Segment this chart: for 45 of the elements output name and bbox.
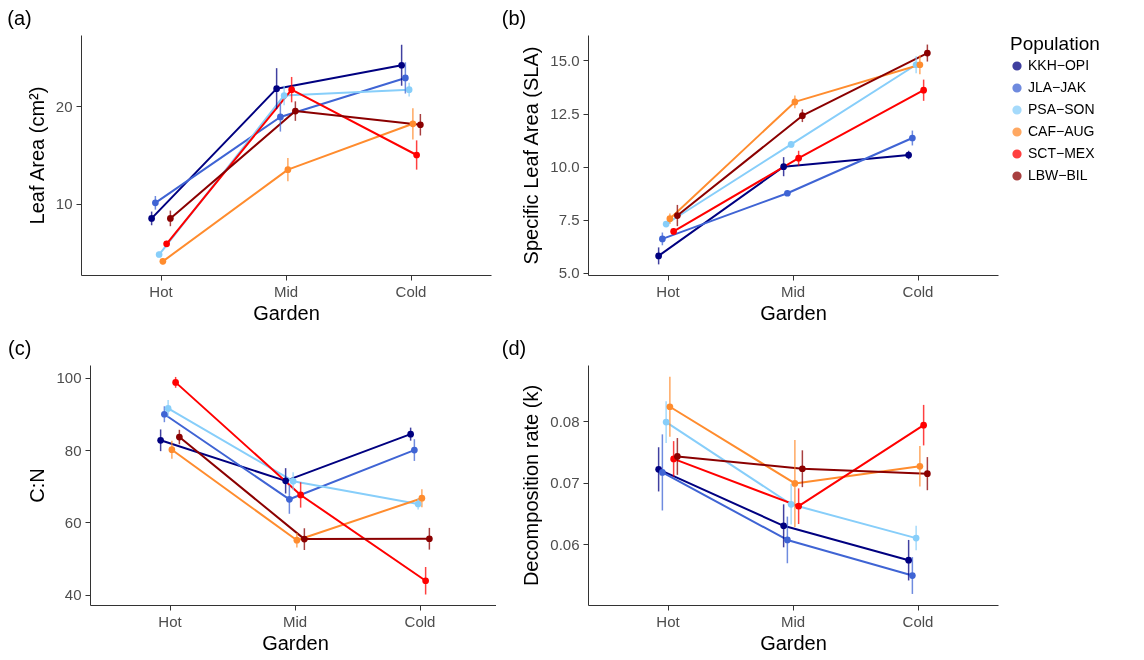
x-tick-label: Cold xyxy=(902,612,934,630)
y-tick-label: 0.06 xyxy=(550,535,580,553)
x-tick-label: Mid xyxy=(282,612,308,630)
x-tick-label: Mid xyxy=(273,282,299,300)
y-tick-label: 20 xyxy=(55,97,73,115)
x-tick-label: Cold xyxy=(404,612,436,630)
y-tick-label: 60 xyxy=(64,513,82,531)
y-tick-label: 15.0 xyxy=(550,51,580,69)
chart-title: (c) xyxy=(7,337,32,359)
y-tick-label: 5.0 xyxy=(558,264,580,282)
y-axis-title: Specific Leaf Area (SLA) xyxy=(520,46,543,265)
x-axis-title: Garden xyxy=(262,631,329,654)
legend-title: Population xyxy=(1010,33,1100,54)
x-tick-label: Hot xyxy=(149,282,174,300)
chart-title: (b) xyxy=(501,7,527,29)
legend-label: KKH−OPI xyxy=(1028,57,1090,73)
y-tick-label: 12.5 xyxy=(550,105,580,123)
y-axis-title: C:N xyxy=(26,468,49,503)
x-tick-label: Hot xyxy=(158,612,183,630)
y-tick-label: 40 xyxy=(64,586,82,604)
legend-label: CAF−AUG xyxy=(1028,123,1095,139)
x-tick-label: Cold xyxy=(902,282,934,300)
y-axis-title: Decomposition rate (k) xyxy=(520,384,543,587)
x-tick-label: Mid xyxy=(780,612,806,630)
x-tick-label: Mid xyxy=(780,282,806,300)
y-axis-title: Leaf Area (cm²) xyxy=(25,86,48,225)
legend-label: LBW−BIL xyxy=(1028,167,1088,183)
chart-title: (d) xyxy=(501,337,527,359)
x-axis-title: Garden xyxy=(760,631,827,654)
y-tick-label: 10.0 xyxy=(550,158,580,176)
x-tick-label: Hot xyxy=(656,282,681,300)
x-axis-title: Garden xyxy=(253,301,320,324)
chart-title: (a) xyxy=(7,7,32,29)
x-tick-label: Hot xyxy=(656,612,681,630)
legend-label: PSA−SON xyxy=(1028,101,1095,117)
y-tick-label: 10 xyxy=(55,195,73,213)
y-tick-label: 7.5 xyxy=(558,211,580,229)
legend-label: JLA−JAK xyxy=(1028,79,1087,95)
y-tick-label: 0.08 xyxy=(550,412,580,430)
y-tick-label: 100 xyxy=(56,369,82,387)
y-tick-label: 0.07 xyxy=(550,474,580,492)
y-tick-label: 80 xyxy=(64,441,82,459)
x-tick-label: Cold xyxy=(395,282,427,300)
x-axis-title: Garden xyxy=(760,301,827,324)
legend-label: SCT−MEX xyxy=(1028,145,1096,161)
